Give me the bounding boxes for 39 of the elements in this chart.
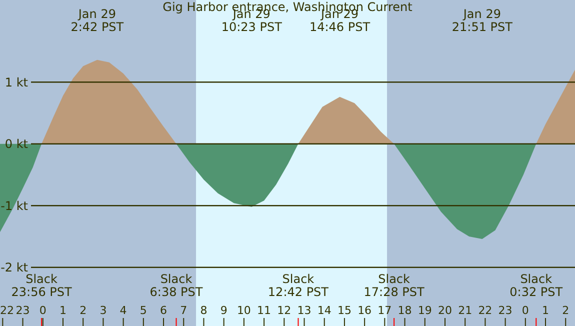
x-tick-label: 2 xyxy=(80,304,87,317)
x-tick-label: 18 xyxy=(398,304,412,317)
annotation: Slack 12:42 PST xyxy=(268,272,330,299)
x-tick-label: 19 xyxy=(418,304,432,317)
x-tick-label: 2 xyxy=(562,304,570,317)
x-tick-label: 3 xyxy=(100,304,107,317)
x-tick-label: 22 xyxy=(478,304,492,317)
x-tick-label: 23 xyxy=(498,304,512,317)
annotation: Jan 29 2:42 PST xyxy=(70,7,124,34)
annotation: Slack 23:56 PST xyxy=(11,272,73,299)
x-tick-label: 9 xyxy=(220,304,228,317)
x-tick-label: 0 xyxy=(522,304,529,317)
x-tick-label: 23 xyxy=(16,304,30,317)
x-tick-label: 15 xyxy=(337,304,352,317)
x-tick-label: 1 xyxy=(59,304,66,317)
x-tick-label: 5 xyxy=(140,304,147,317)
annotation: Slack 17:28 PST xyxy=(364,272,426,299)
x-tick-label: 11 xyxy=(257,304,272,317)
x-tick-label: 6 xyxy=(160,304,168,317)
x-tick-label: 20 xyxy=(438,304,452,317)
x-tick-label: 4 xyxy=(120,304,127,317)
x-tick-label: 0 xyxy=(39,304,46,317)
annotation: Slack 0:32 PST xyxy=(510,272,564,299)
x-tick-label: 16 xyxy=(358,304,372,317)
x-tick-label: 12 xyxy=(277,304,292,317)
x-tick-label: 7 xyxy=(180,304,188,317)
x-tick-label: 8 xyxy=(200,304,208,317)
annotation: Slack 6:38 PST xyxy=(150,272,204,299)
y-tick-label: 1 kt xyxy=(4,75,28,90)
x-tick-label: 10 xyxy=(236,304,251,317)
y-tick-label: -2 kt xyxy=(0,260,28,275)
x-tick-label: 21 xyxy=(458,304,472,317)
x-tick-label: 22 xyxy=(0,304,14,317)
x-tick-label: 14 xyxy=(317,304,332,317)
x-tick-label: 17 xyxy=(378,304,392,317)
annotation: Jan 29 21:51 PST xyxy=(452,7,514,34)
x-tick-label: 13 xyxy=(297,304,312,317)
x-tick-label: 1 xyxy=(542,304,550,317)
y-tick-label: -1 kt xyxy=(0,198,28,213)
